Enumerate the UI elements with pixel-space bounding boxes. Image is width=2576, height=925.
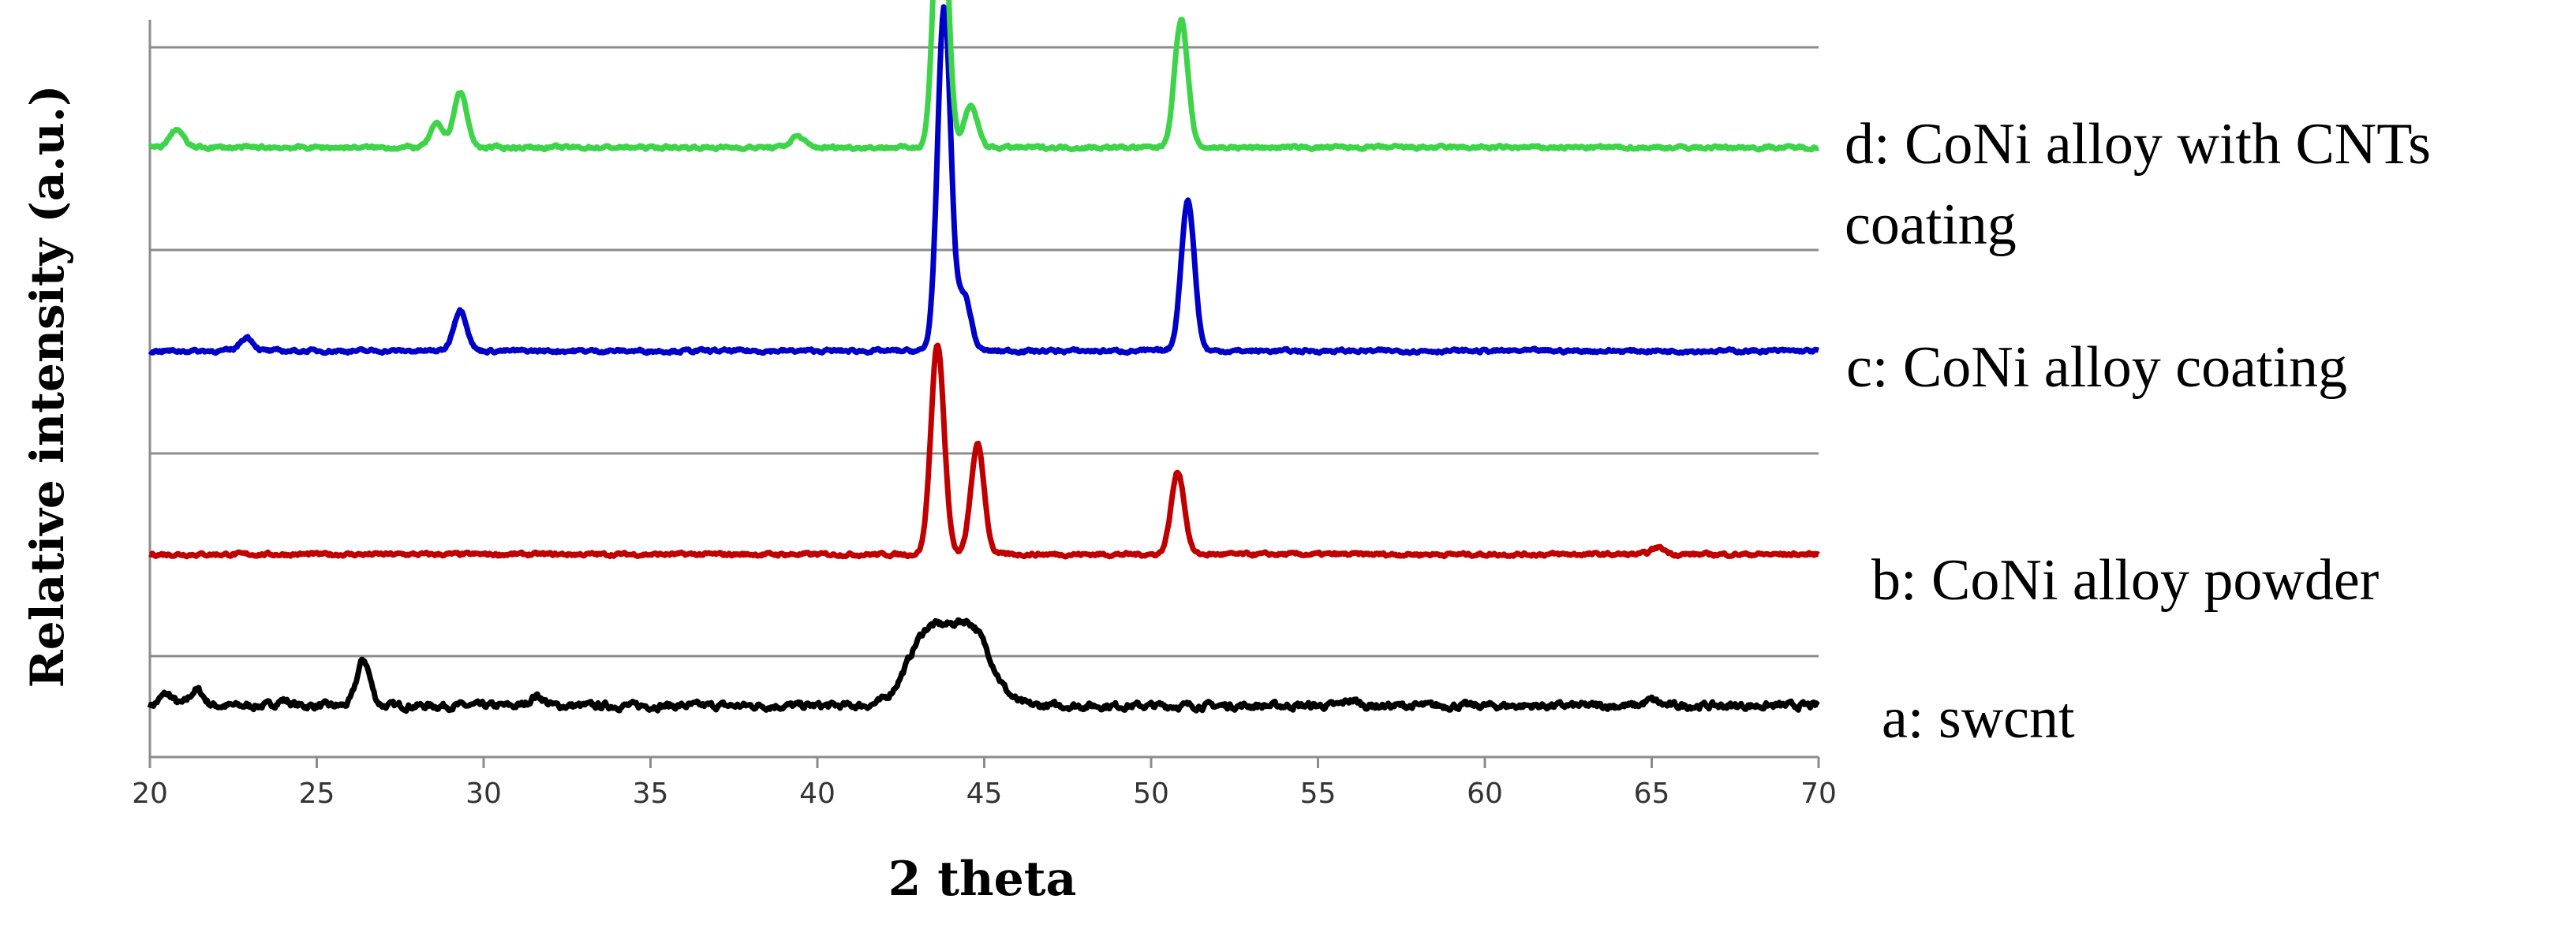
legend-layer: a: swcnt b: CoNi alloy powder c: CoNi allo… xyxy=(1845,112,2431,751)
series-label-2: c: CoNi alloy coating xyxy=(1846,335,2347,400)
series-0 xyxy=(147,617,1820,714)
series-label-3-line1: coating xyxy=(1845,192,2017,257)
series-layer xyxy=(147,0,1820,714)
series-line-1 xyxy=(148,342,1820,560)
series-line-2 xyxy=(148,4,1820,356)
series-label-3: d: CoNi alloy with CNTs xyxy=(1845,112,2431,177)
x-tick-label-35: 35 xyxy=(633,778,669,810)
gridlines xyxy=(150,46,1819,658)
x-tick-label-40: 40 xyxy=(799,778,836,810)
series-1 xyxy=(148,342,1820,560)
series-label-1: b: CoNi alloy powder xyxy=(1871,548,2379,613)
series-line-0 xyxy=(147,617,1820,714)
x-tick-label-30: 30 xyxy=(465,778,502,810)
x-tick-label-25: 25 xyxy=(299,778,335,810)
x-tick-label-20: 20 xyxy=(132,778,168,810)
x-ticks: 20 25 30 35 40 45 50 55 60 65 70 xyxy=(132,757,1837,810)
x-tick-label-45: 45 xyxy=(966,778,1003,810)
series-3 xyxy=(148,0,1820,153)
x-axis-label: 2 theta xyxy=(888,852,1077,907)
x-tick-label-55: 55 xyxy=(1300,778,1337,810)
series-line-3 xyxy=(148,0,1820,153)
series-2 xyxy=(148,4,1820,356)
x-tick-label-60: 60 xyxy=(1467,778,1503,810)
y-axis-label: Relative intensity (a.u.) xyxy=(21,85,74,688)
x-tick-label-70: 70 xyxy=(1800,778,1837,810)
x-tick-label-65: 65 xyxy=(1634,778,1670,810)
series-label-0: a: swcnt xyxy=(1882,686,2075,751)
x-tick-label-50: 50 xyxy=(1133,778,1169,810)
